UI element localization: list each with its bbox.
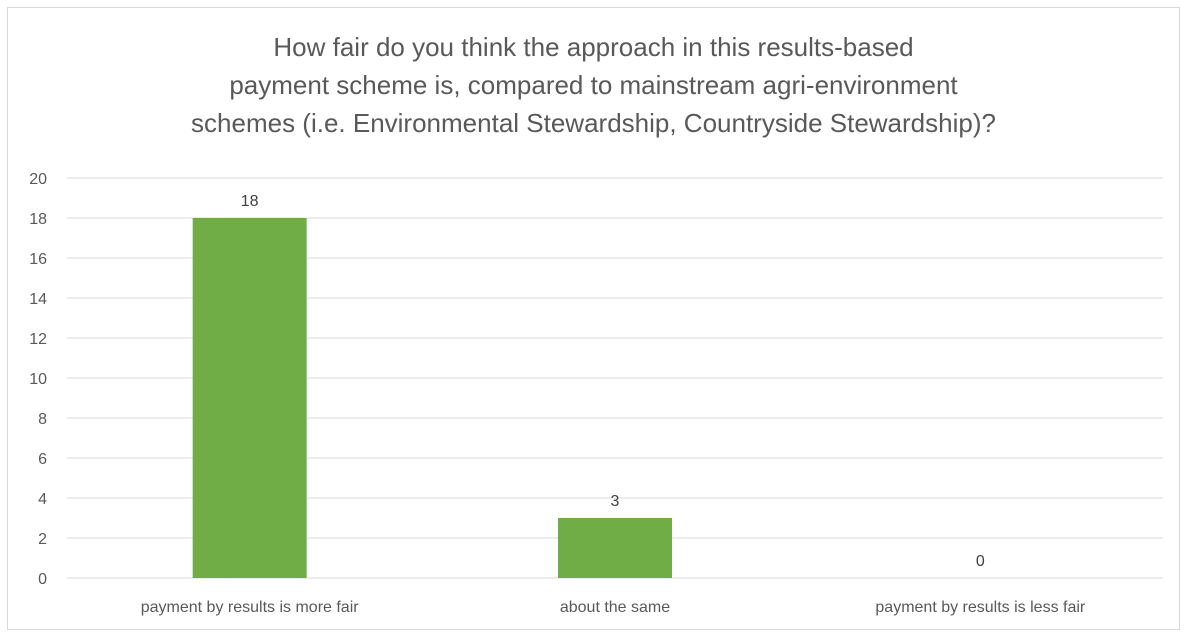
x-category-label: about the same: [560, 599, 670, 616]
y-tick-label: 20: [29, 171, 47, 188]
y-tick-label: 16: [29, 251, 47, 268]
y-tick-label: 0: [38, 571, 47, 588]
y-tick-label: 12: [29, 331, 47, 348]
chart-title-line-2: payment scheme is, compared to mainstrea…: [229, 70, 958, 100]
data-label: 3: [611, 493, 620, 510]
y-tick-label: 10: [29, 371, 47, 388]
data-label: 0: [976, 553, 985, 570]
chart-title-line-3: schemes (i.e. Environmental Stewardship,…: [191, 108, 996, 138]
x-category-label: payment by results is less fair: [875, 599, 1086, 616]
bar: [558, 518, 672, 578]
y-tick-label: 18: [29, 211, 47, 228]
y-tick-label: 6: [38, 451, 47, 468]
bar: [192, 218, 307, 578]
y-tick-label: 8: [38, 411, 47, 428]
y-tick-label: 14: [29, 291, 47, 308]
y-tick-label: 4: [38, 491, 47, 508]
y-tick-label: 2: [38, 531, 47, 548]
chart-title: How fair do you think the approach in th…: [100, 28, 1087, 142]
chart-title-line-1: How fair do you think the approach in th…: [273, 32, 914, 62]
x-category-label: payment by results is more fair: [141, 599, 360, 616]
data-label: 18: [241, 193, 259, 210]
